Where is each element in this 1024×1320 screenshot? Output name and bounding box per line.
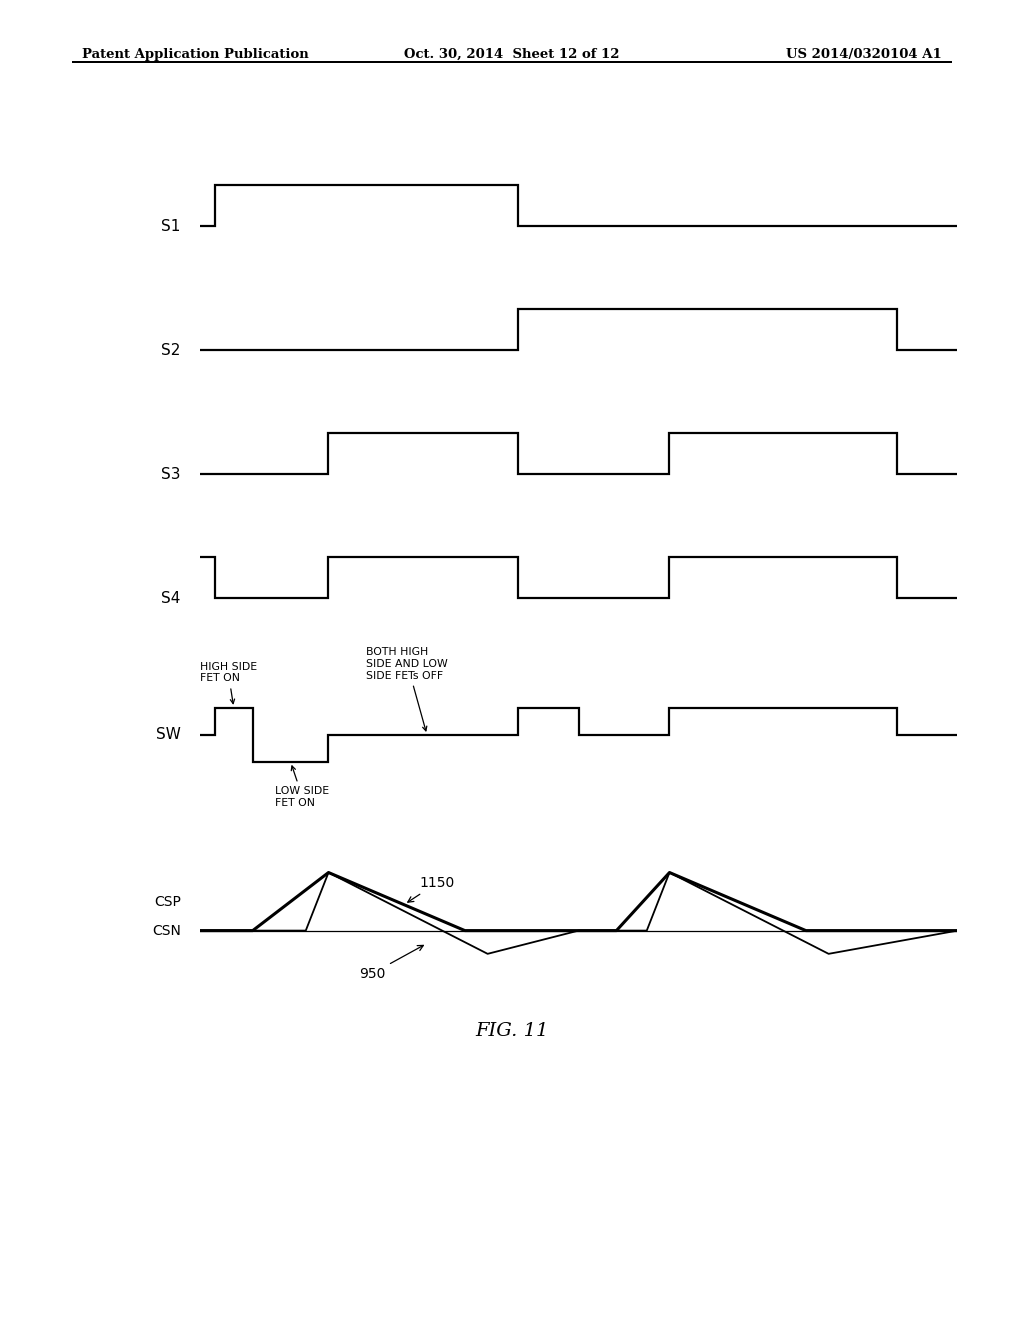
Text: SW: SW [156,727,181,742]
Text: S4: S4 [162,591,181,606]
Text: S1: S1 [162,219,181,234]
Text: US 2014/0320104 A1: US 2014/0320104 A1 [786,48,942,61]
Text: BOTH HIGH
SIDE AND LOW
SIDE FETs OFF: BOTH HIGH SIDE AND LOW SIDE FETs OFF [367,647,449,731]
Text: HIGH SIDE
FET ON: HIGH SIDE FET ON [200,661,257,704]
Text: CSP: CSP [154,895,181,908]
Text: 1150: 1150 [408,876,455,902]
Text: CSN: CSN [152,924,181,937]
Text: Oct. 30, 2014  Sheet 12 of 12: Oct. 30, 2014 Sheet 12 of 12 [404,48,620,61]
Text: FIG. 11: FIG. 11 [475,1022,549,1040]
Text: LOW SIDE
FET ON: LOW SIDE FET ON [275,766,330,808]
Text: S2: S2 [162,343,181,358]
Text: 950: 950 [358,945,423,981]
Text: S3: S3 [161,467,181,482]
Text: Patent Application Publication: Patent Application Publication [82,48,308,61]
